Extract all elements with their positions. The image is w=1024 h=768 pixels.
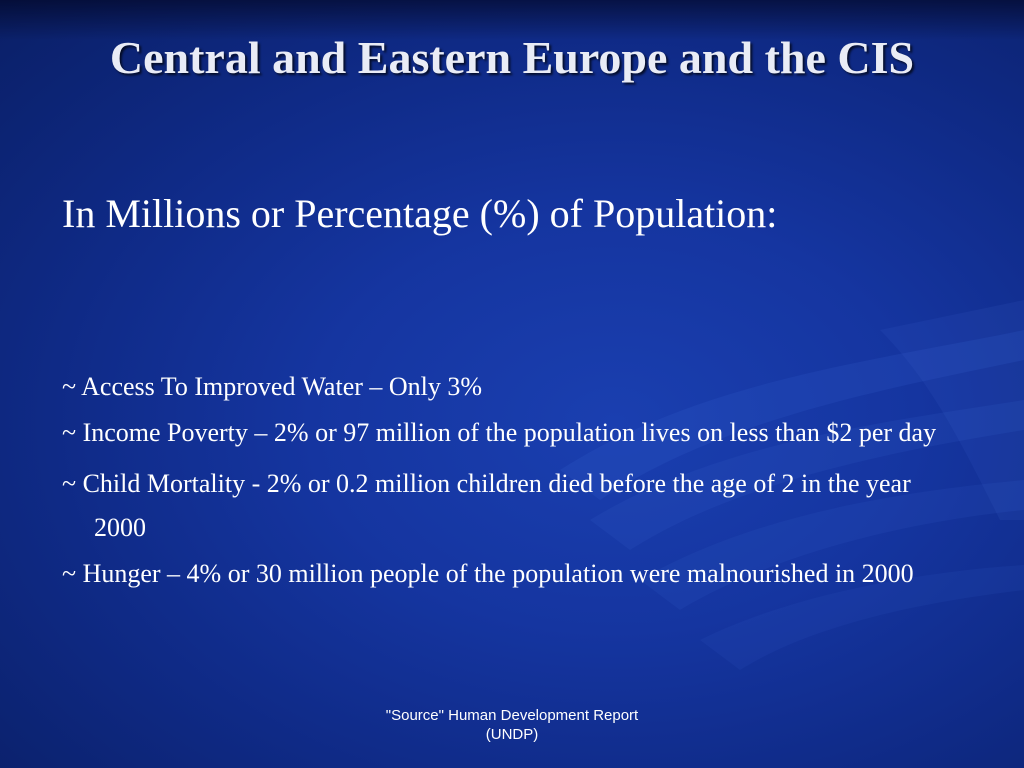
source-line-1: "Source" Human Development Report — [385, 707, 639, 724]
source-line-2: (UNDP) — [485, 726, 539, 743]
bullet-item-water: ~ Access To Improved Water – Only 3% — [62, 372, 483, 401]
slide-subtitle: In Millions or Percentage (%) of Populat… — [62, 191, 778, 236]
source-note: "Source" Human Development Report (UNDP) — [352, 706, 672, 744]
bullet-item-hunger: ~ Hunger – 4% or 30 million people of th… — [62, 559, 914, 588]
bullet-item-child-mortality: ~ Child Mortality - 2% or 0.2 million ch… — [62, 469, 911, 542]
bullet-item-income-poverty: ~ Income Poverty – 2% or 97 million of t… — [62, 418, 937, 447]
slide-title: Central and Eastern Europe and the CIS — [109, 32, 915, 83]
top-shade — [0, 0, 1024, 40]
bullet-list: ~ Access To Improved Water – Only 3% ~ I… — [62, 370, 942, 596]
